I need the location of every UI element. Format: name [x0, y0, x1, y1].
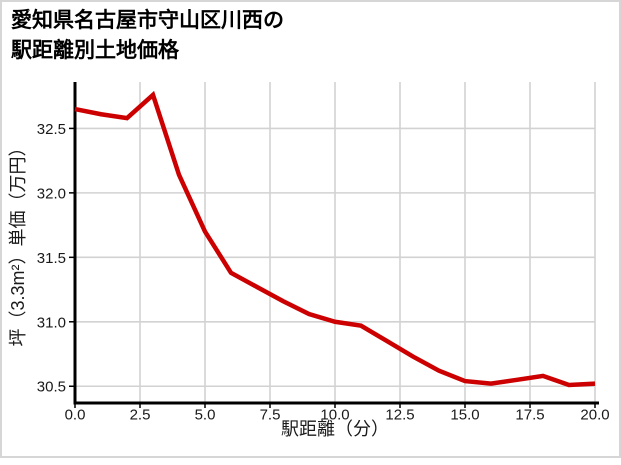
y-tick-label: 31.5 — [37, 250, 66, 267]
x-tick-label: 0.0 — [65, 407, 86, 424]
price-line-series — [74, 90, 596, 388]
x-tick-label: 2.5 — [130, 407, 151, 424]
x-tick-label: 7.5 — [260, 407, 281, 424]
chart-title: 愛知県名古屋市守山区川西の 駅距離別土地価格 — [11, 6, 284, 66]
x-tick-label: 20.0 — [580, 407, 609, 424]
chart-title-line2: 駅距離別土地価格 — [11, 39, 179, 62]
x-tick-label: 10.0 — [320, 407, 349, 424]
y-tick-label: 32.5 — [37, 121, 66, 138]
y-tick-label: 31.0 — [37, 314, 66, 331]
chart-title-line1: 愛知県名古屋市守山区川西の — [11, 9, 284, 32]
y-tick-label: 30.5 — [37, 379, 66, 396]
y-axis-label: 坪（3.3m²）単価（万円） — [8, 138, 28, 346]
x-tick-label: 17.5 — [515, 407, 544, 424]
x-tick-label: 5.0 — [195, 407, 216, 424]
x-tick-label: 15.0 — [450, 407, 479, 424]
y-tick-label: 32.0 — [37, 185, 66, 202]
x-tick-label: 12.5 — [385, 407, 414, 424]
x-axis-label: 駅距離（分） — [281, 419, 389, 439]
